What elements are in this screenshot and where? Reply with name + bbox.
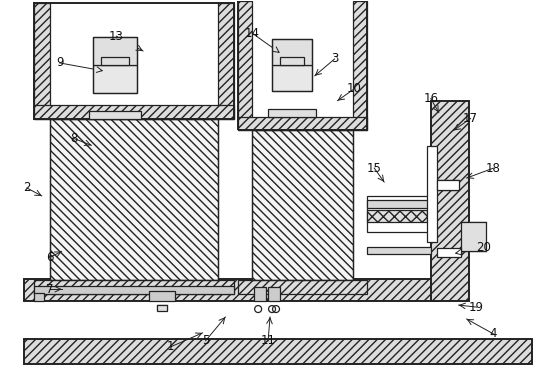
Text: 17: 17 [463,112,478,125]
Bar [238,0,367,130]
Bar [34,280,234,294]
Bar [252,130,354,280]
Text: 19: 19 [469,300,484,314]
Bar [34,3,50,118]
Text: 4: 4 [490,327,497,340]
Bar [238,280,367,294]
Bar [280,57,304,65]
Bar [252,130,354,280]
Bar [149,291,175,301]
Bar [93,37,137,93]
Bar [431,101,468,301]
Bar [268,108,316,117]
Bar [34,293,44,301]
Bar [219,3,234,118]
Bar [34,286,234,294]
Bar [34,105,234,118]
Bar [367,246,431,255]
Text: 18: 18 [486,162,501,175]
Text: 10: 10 [347,82,362,95]
Bar [34,3,234,118]
Bar [157,305,167,311]
Text: 5: 5 [202,334,209,347]
Bar [272,39,312,65]
Text: 11: 11 [260,334,276,347]
Bar [437,180,458,190]
Text: 20: 20 [476,241,491,254]
Text: 16: 16 [423,92,438,105]
Bar [102,57,129,65]
Bar [461,222,486,252]
Bar [93,37,137,65]
Bar [24,339,532,364]
Bar [50,118,219,280]
Bar [437,248,461,258]
Bar [367,210,427,222]
Bar [427,146,437,242]
Bar [367,200,431,208]
Bar [50,118,219,280]
Bar [354,1,367,130]
Text: 3: 3 [331,53,338,65]
Text: 14: 14 [245,27,260,40]
Bar [272,39,312,91]
Text: 9: 9 [56,56,63,70]
Text: 7: 7 [46,283,53,296]
Bar [254,287,266,301]
Text: 6: 6 [46,251,53,264]
Bar [93,65,137,93]
Bar [272,65,312,91]
Text: 1: 1 [167,340,175,353]
Bar [238,1,252,130]
Text: 8: 8 [70,132,77,145]
Text: 13: 13 [109,30,124,43]
Bar [268,287,280,301]
Bar [238,117,367,130]
Bar [24,279,439,301]
Text: 15: 15 [367,162,382,175]
Bar [89,111,141,118]
Bar [367,196,431,232]
Text: 2: 2 [23,181,31,195]
